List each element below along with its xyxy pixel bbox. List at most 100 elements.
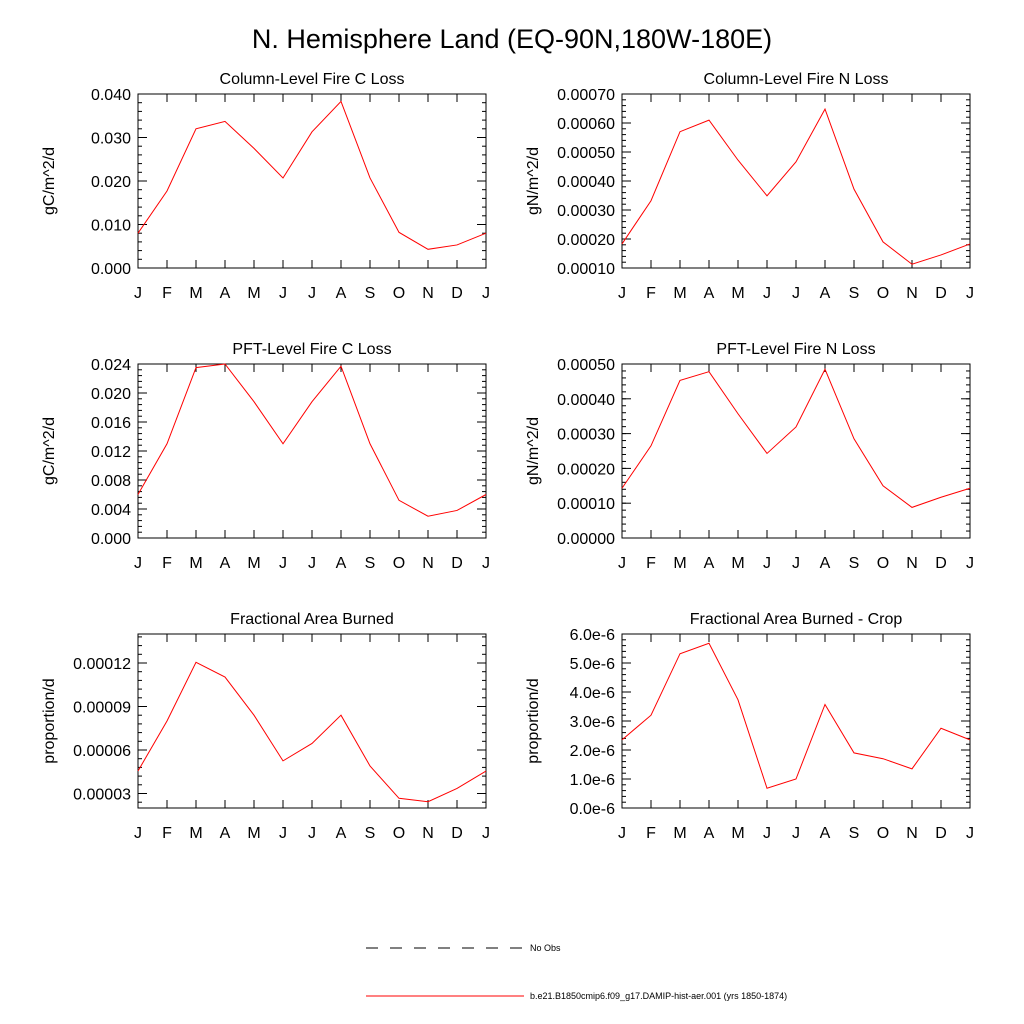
x-tick-label: M bbox=[673, 825, 686, 842]
x-tick-label: F bbox=[162, 555, 172, 572]
y-tick-label: 4.0e-6 bbox=[570, 685, 615, 702]
x-tick-label: M bbox=[189, 285, 202, 302]
x-tick-label: N bbox=[906, 285, 918, 302]
x-tick-label: A bbox=[704, 285, 715, 302]
y-tick-label: 0.00010 bbox=[557, 261, 615, 278]
x-tick-label: F bbox=[162, 285, 172, 302]
x-tick-label: J bbox=[134, 825, 142, 842]
x-tick-label: N bbox=[422, 825, 434, 842]
y-axis-label: gN/m^2/d bbox=[525, 147, 542, 215]
y-tick-label: 0.040 bbox=[91, 87, 131, 104]
x-tick-label: F bbox=[162, 825, 172, 842]
y-tick-label: 0.024 bbox=[91, 357, 131, 374]
x-tick-label: O bbox=[877, 285, 889, 302]
x-tick-label: J bbox=[482, 555, 490, 572]
y-tick-label: 0.00020 bbox=[557, 461, 615, 478]
y-axis-label: proportion/d bbox=[41, 678, 58, 763]
plot-frame bbox=[137, 363, 487, 539]
y-axis-label: gC/m^2/d bbox=[41, 147, 58, 215]
panel-title: Fractional Area Burned bbox=[230, 611, 394, 628]
y-tick-label: 3.0e-6 bbox=[570, 714, 615, 731]
x-tick-label: A bbox=[336, 825, 347, 842]
y-tick-label: 0.00070 bbox=[557, 87, 615, 104]
series-line bbox=[137, 363, 487, 517]
x-tick-label: A bbox=[336, 285, 347, 302]
y-tick-label: 5.0e-6 bbox=[570, 656, 615, 673]
x-tick-label: J bbox=[308, 555, 316, 572]
x-tick-label: J bbox=[792, 825, 800, 842]
x-tick-label: J bbox=[618, 285, 626, 302]
y-axis-label: gC/m^2/d bbox=[41, 417, 58, 485]
panel-title: PFT-Level Fire N Loss bbox=[716, 341, 875, 358]
x-tick-label: S bbox=[849, 825, 860, 842]
x-tick-label: J bbox=[279, 555, 287, 572]
y-tick-label: 0.00050 bbox=[557, 145, 615, 162]
series-line bbox=[137, 100, 487, 250]
x-tick-label: J bbox=[966, 285, 974, 302]
legend: No Obs b.e21.B1850cmip6.f09_g17.DAMIP-hi… bbox=[366, 943, 787, 1001]
x-tick-label: S bbox=[365, 825, 376, 842]
x-tick-label: M bbox=[673, 555, 686, 572]
y-tick-label: 0.00050 bbox=[557, 357, 615, 374]
y-tick-label: 0.00010 bbox=[557, 496, 615, 513]
y-tick-label: 0.00009 bbox=[73, 700, 131, 717]
y-tick-label: 0.00006 bbox=[73, 743, 131, 760]
x-tick-label: M bbox=[189, 825, 202, 842]
x-tick-label: J bbox=[763, 555, 771, 572]
x-tick-label: A bbox=[220, 285, 231, 302]
y-tick-label: 0.030 bbox=[91, 131, 131, 148]
y-tick-label: 0.00040 bbox=[557, 392, 615, 409]
y-tick-label: 0.00030 bbox=[557, 427, 615, 444]
y-tick-label: 0.00020 bbox=[557, 232, 615, 249]
x-tick-label: J bbox=[279, 825, 287, 842]
y-tick-label: 0.020 bbox=[91, 174, 131, 191]
x-tick-label: J bbox=[134, 555, 142, 572]
y-tick-label: 0.016 bbox=[91, 415, 131, 432]
x-tick-label: J bbox=[618, 825, 626, 842]
y-tick-label: 0.010 bbox=[91, 218, 131, 235]
y-tick-label: 0.008 bbox=[91, 473, 131, 490]
x-tick-label: M bbox=[731, 285, 744, 302]
y-tick-label: 1.0e-6 bbox=[570, 772, 615, 789]
x-tick-label: S bbox=[365, 285, 376, 302]
x-tick-label: F bbox=[646, 555, 656, 572]
x-tick-label: O bbox=[393, 555, 405, 572]
x-tick-label: J bbox=[134, 285, 142, 302]
x-tick-label: N bbox=[422, 555, 434, 572]
series-line bbox=[621, 368, 971, 508]
plot-frame bbox=[621, 633, 971, 809]
chart-panel: Fractional Area Burned - Crop proportion/… bbox=[525, 611, 974, 842]
y-tick-label: 0.000 bbox=[91, 531, 131, 548]
x-tick-label: J bbox=[482, 285, 490, 302]
x-tick-label: O bbox=[877, 825, 889, 842]
y-axis-label: proportion/d bbox=[525, 678, 542, 763]
x-tick-label: O bbox=[393, 285, 405, 302]
y-tick-label: 0.020 bbox=[91, 386, 131, 403]
x-tick-label: F bbox=[646, 825, 656, 842]
x-tick-label: D bbox=[935, 825, 947, 842]
y-tick-label: 6.0e-6 bbox=[570, 627, 615, 644]
y-tick-label: 0.00060 bbox=[557, 116, 615, 133]
page-title: N. Hemisphere Land (EQ-90N,180W-180E) bbox=[252, 24, 772, 54]
x-tick-label: N bbox=[906, 825, 918, 842]
x-tick-label: M bbox=[731, 555, 744, 572]
x-tick-label: M bbox=[673, 285, 686, 302]
x-tick-label: J bbox=[482, 825, 490, 842]
panel-title: Column-Level Fire N Loss bbox=[704, 71, 889, 88]
x-tick-label: O bbox=[393, 825, 405, 842]
x-tick-label: S bbox=[849, 555, 860, 572]
x-tick-label: A bbox=[336, 555, 347, 572]
x-tick-label: M bbox=[247, 285, 260, 302]
x-tick-label: D bbox=[451, 555, 463, 572]
plot-frame bbox=[137, 633, 487, 809]
x-tick-label: J bbox=[792, 555, 800, 572]
x-tick-label: A bbox=[820, 825, 831, 842]
y-tick-label: 0.004 bbox=[91, 502, 131, 519]
x-tick-label: A bbox=[220, 555, 231, 572]
